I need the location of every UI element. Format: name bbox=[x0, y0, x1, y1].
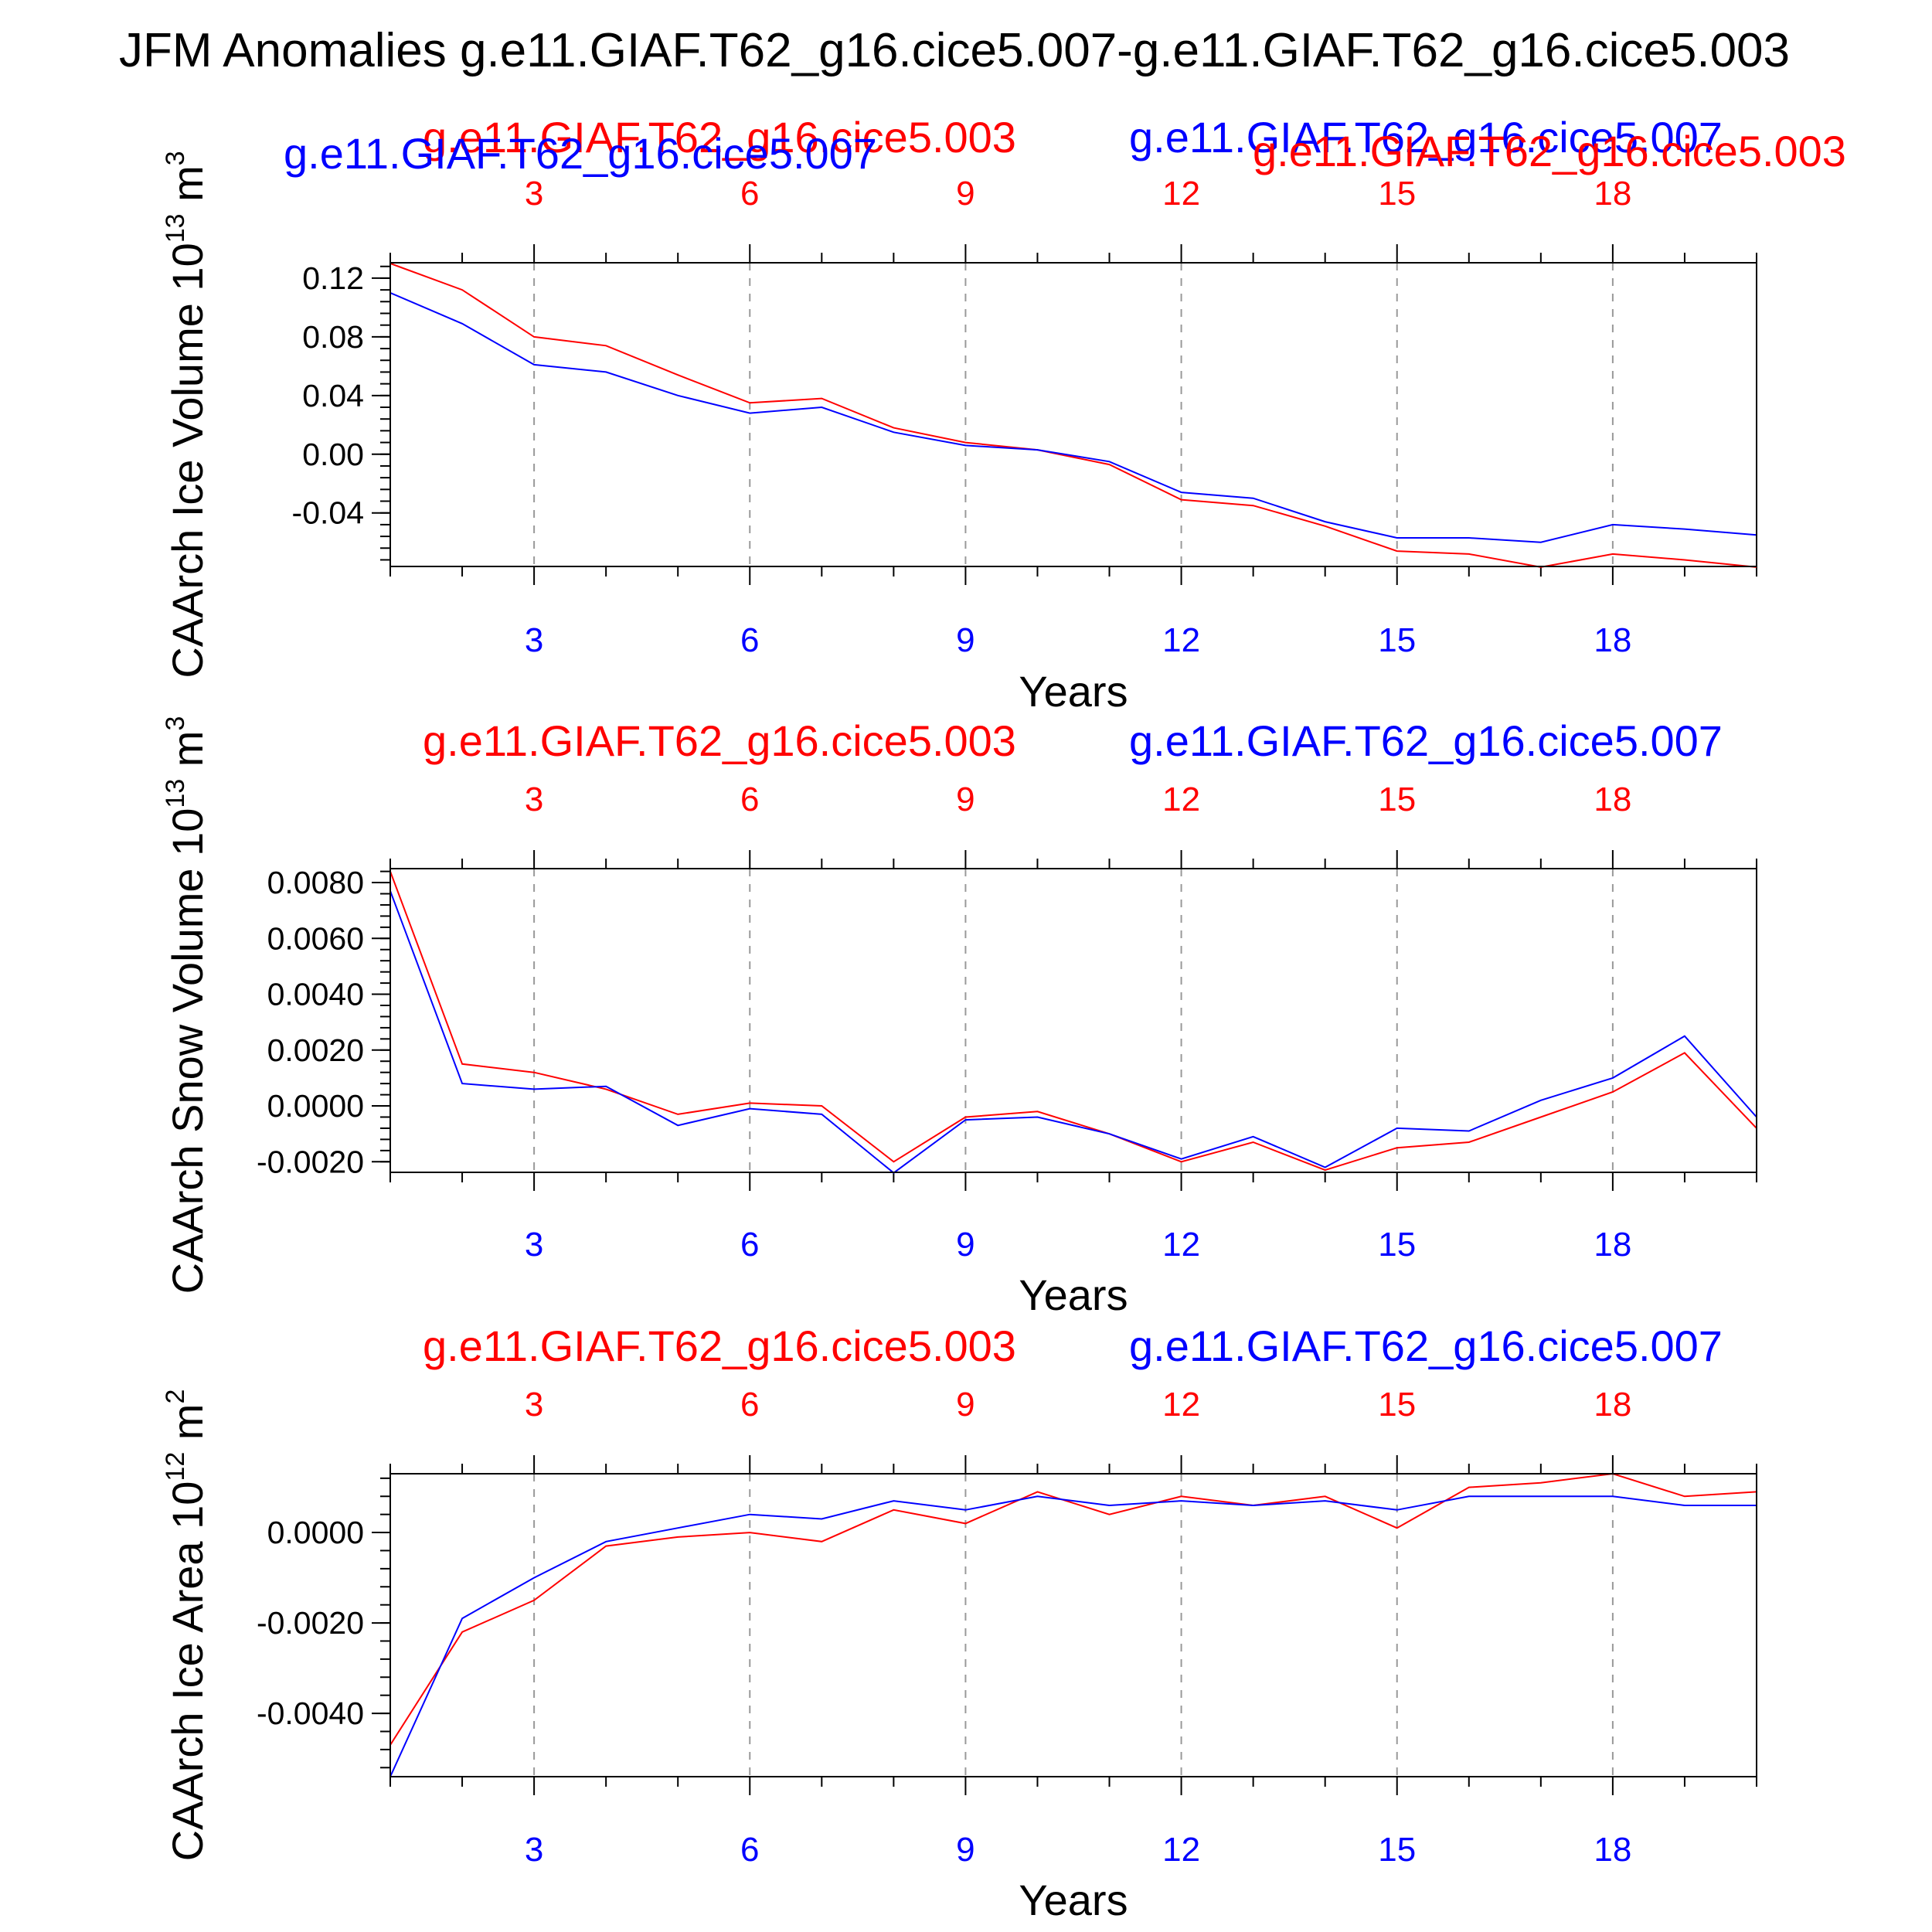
x-tick-label-top: 3 bbox=[525, 1386, 543, 1423]
x-tick-label-top: 3 bbox=[525, 781, 543, 818]
x-tick-label-bottom: 12 bbox=[1162, 1831, 1200, 1869]
x-tick-label-top: 12 bbox=[1162, 781, 1200, 818]
y-tick-label: -0.04 bbox=[292, 495, 364, 531]
y-tick-label: 0.04 bbox=[302, 378, 364, 413]
x-tick-label-bottom: 9 bbox=[956, 621, 975, 659]
x-tick-label-bottom: 12 bbox=[1162, 621, 1200, 659]
series-line-cice5-007 bbox=[389, 890, 1757, 1174]
x-tick-label-bottom: 15 bbox=[1378, 1831, 1416, 1869]
x-tick-label-top: 3 bbox=[525, 175, 543, 213]
panel-title-right: g.e11.GIAF.T62_g16.cice5.007 bbox=[1129, 716, 1723, 765]
x-tick-label-top: 15 bbox=[1378, 175, 1416, 213]
overlap-label-red: g.e11.GIAF.T62_g16.cice5.003 bbox=[1253, 127, 1846, 175]
x-tick-label-bottom: 18 bbox=[1594, 1831, 1631, 1869]
x-tick-label-top: 15 bbox=[1378, 781, 1416, 818]
x-tick-label-bottom: 12 bbox=[1162, 1226, 1200, 1264]
x-tick-label-top: 6 bbox=[740, 781, 759, 818]
x-tick-label-top: 9 bbox=[956, 1386, 975, 1423]
panel-title-left: g.e11.GIAF.T62_g16.cice5.003 bbox=[423, 113, 1016, 162]
y-tick-label: 0.00 bbox=[302, 437, 364, 472]
y-axis-label: CAArch Ice Area 1012 m2 bbox=[161, 1389, 212, 1862]
x-axis-label: Years bbox=[1019, 667, 1128, 716]
y-tick-label: -0.0020 bbox=[257, 1605, 364, 1641]
x-tick-label-bottom: 15 bbox=[1378, 621, 1416, 659]
plot-frame bbox=[389, 1473, 1757, 1777]
x-tick-label-top: 12 bbox=[1162, 1386, 1200, 1423]
y-tick-label: -0.0020 bbox=[257, 1144, 364, 1179]
x-tick-label-bottom: 9 bbox=[956, 1226, 975, 1264]
x-tick-label-top: 6 bbox=[740, 1386, 759, 1423]
plot-frame bbox=[389, 262, 1757, 567]
y-tick-label: 0.12 bbox=[302, 260, 364, 296]
x-tick-label-bottom: 3 bbox=[525, 621, 543, 659]
panel-title-right: g.e11.GIAF.T62_g16.cice5.007 bbox=[1129, 1321, 1723, 1370]
series-line-cice5-007 bbox=[389, 1495, 1757, 1777]
y-tick-label: 0.0040 bbox=[267, 977, 364, 1012]
panel-ice-volume: 0.120.080.040.00-0.04336699121215151818g… bbox=[161, 113, 1846, 716]
panel-snow-volume: 0.0080 0.0060 0.0040 0.0020 0.0000 -0.0020 3 3 6… bbox=[161, 716, 1757, 1319]
x-tick-label-bottom: 18 bbox=[1594, 621, 1631, 659]
y-tick-label: 0.0020 bbox=[267, 1032, 364, 1068]
figure-title: JFM Anomalies g.e11.GIAF.T62_g16.cice5.0… bbox=[119, 24, 1790, 77]
x-tick-label-top: 9 bbox=[956, 781, 975, 818]
series-line-cice5-003 bbox=[389, 262, 1757, 568]
y-tick-label: 0.0080 bbox=[267, 865, 364, 900]
x-tick-label-bottom: 6 bbox=[740, 1226, 759, 1264]
x-tick-label-top: 6 bbox=[740, 175, 759, 213]
x-tick-label-top: 18 bbox=[1594, 1386, 1631, 1423]
x-tick-label-bottom: 3 bbox=[525, 1226, 543, 1264]
panel-title-right: g.e11.GIAF.T62_g16.cice5.007 bbox=[1129, 113, 1723, 162]
x-axis-label: Years bbox=[1019, 1270, 1128, 1319]
series-line-cice5-007 bbox=[389, 291, 1757, 543]
x-tick-label-top: 9 bbox=[956, 175, 975, 213]
x-tick-label-top: 15 bbox=[1378, 1386, 1416, 1423]
y-tick-label: 0.08 bbox=[302, 319, 364, 355]
plot-frame bbox=[389, 868, 1757, 1173]
x-tick-label-bottom: 15 bbox=[1378, 1226, 1416, 1264]
y-tick-label: 0.0000 bbox=[267, 1088, 364, 1124]
x-axis-label: Years bbox=[1019, 1876, 1128, 1924]
x-tick-label-bottom: 3 bbox=[525, 1831, 543, 1869]
series-line-cice5-003 bbox=[389, 1472, 1757, 1746]
x-tick-label-bottom: 6 bbox=[740, 1831, 759, 1869]
x-tick-label-bottom: 18 bbox=[1594, 1226, 1631, 1264]
x-tick-label-top: 12 bbox=[1162, 175, 1200, 213]
panel-title-left: g.e11.GIAF.T62_g16.cice5.003 bbox=[423, 1321, 1016, 1370]
y-tick-label: 0.0060 bbox=[267, 920, 364, 956]
x-tick-label-bottom: 9 bbox=[956, 1831, 975, 1869]
y-axis-label: CAArch Snow Volume 1013 m3 bbox=[161, 716, 212, 1294]
panel-ice-area: 0.0000 -0.0020 -0.0040 3 3 6 6 9 9 12 12 15 15 18 18 g.… bbox=[161, 1321, 1757, 1924]
panel-title-left: g.e11.GIAF.T62_g16.cice5.003 bbox=[423, 716, 1016, 765]
overlap-label-blue: g.e11.GIAF.T62_g16.cice5.007 bbox=[284, 129, 877, 178]
y-tick-label: 0.0000 bbox=[267, 1515, 364, 1550]
y-tick-label: -0.0040 bbox=[257, 1696, 364, 1731]
y-axis-label: CAArch Ice Volume 1013 m3 bbox=[161, 151, 212, 678]
x-tick-label-top: 18 bbox=[1594, 175, 1631, 213]
x-tick-label-bottom: 6 bbox=[740, 621, 759, 659]
x-tick-label-top: 18 bbox=[1594, 781, 1631, 818]
